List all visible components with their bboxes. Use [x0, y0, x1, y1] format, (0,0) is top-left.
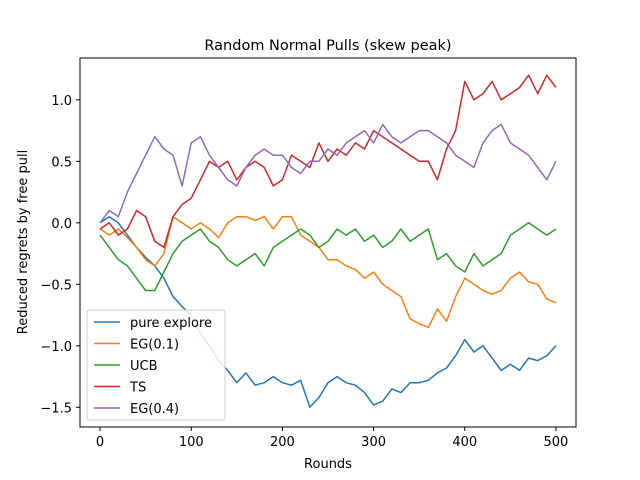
series-line-3: [99, 74, 557, 249]
y-axis: −1.5 −1.0 −0.5 0.0 0.5 1.0: [40, 94, 80, 416]
y-tick-label: −0.5: [40, 278, 72, 293]
legend-label-4: EG(0.4): [130, 402, 179, 417]
y-tick-label: −1.5: [40, 401, 72, 416]
series-line-0: [99, 215, 557, 409]
x-tick-label: 100: [179, 435, 204, 450]
legend-label-0: pure explore: [130, 316, 212, 331]
x-axis-label: Rounds: [304, 457, 352, 472]
y-tick-label: 1.0: [51, 94, 72, 109]
legend-box: [86, 309, 226, 421]
x-tick-label: 500: [544, 435, 569, 450]
x-tick-label: 400: [452, 435, 477, 450]
y-tick-label: 0.0: [51, 217, 72, 232]
series-line-4: [99, 123, 557, 224]
chart-title: Random Normal Pulls (skew peak): [204, 38, 451, 54]
axes-frame: [79, 57, 577, 428]
legend-label-1: EG(0.1): [130, 338, 179, 353]
y-tick-label: −1.0: [40, 340, 72, 355]
y-axis-label: Reduced regrets by free pull: [16, 150, 31, 334]
series-line-1: [99, 215, 557, 329]
legend: pure explore EG(0.1) UCB TS EG(0.4): [86, 309, 226, 421]
legend-label-2: UCB: [130, 359, 158, 374]
series-line-2: [99, 222, 557, 292]
x-tick-label: 200: [270, 435, 295, 450]
x-tick-label: 0: [96, 435, 104, 450]
y-tick-label: 0.5: [51, 155, 72, 170]
x-axis: 0 100 200 300 400 500: [96, 427, 568, 450]
legend-label-3: TS: [129, 381, 146, 396]
series-layer: [99, 74, 557, 409]
x-tick-label: 300: [361, 435, 386, 450]
